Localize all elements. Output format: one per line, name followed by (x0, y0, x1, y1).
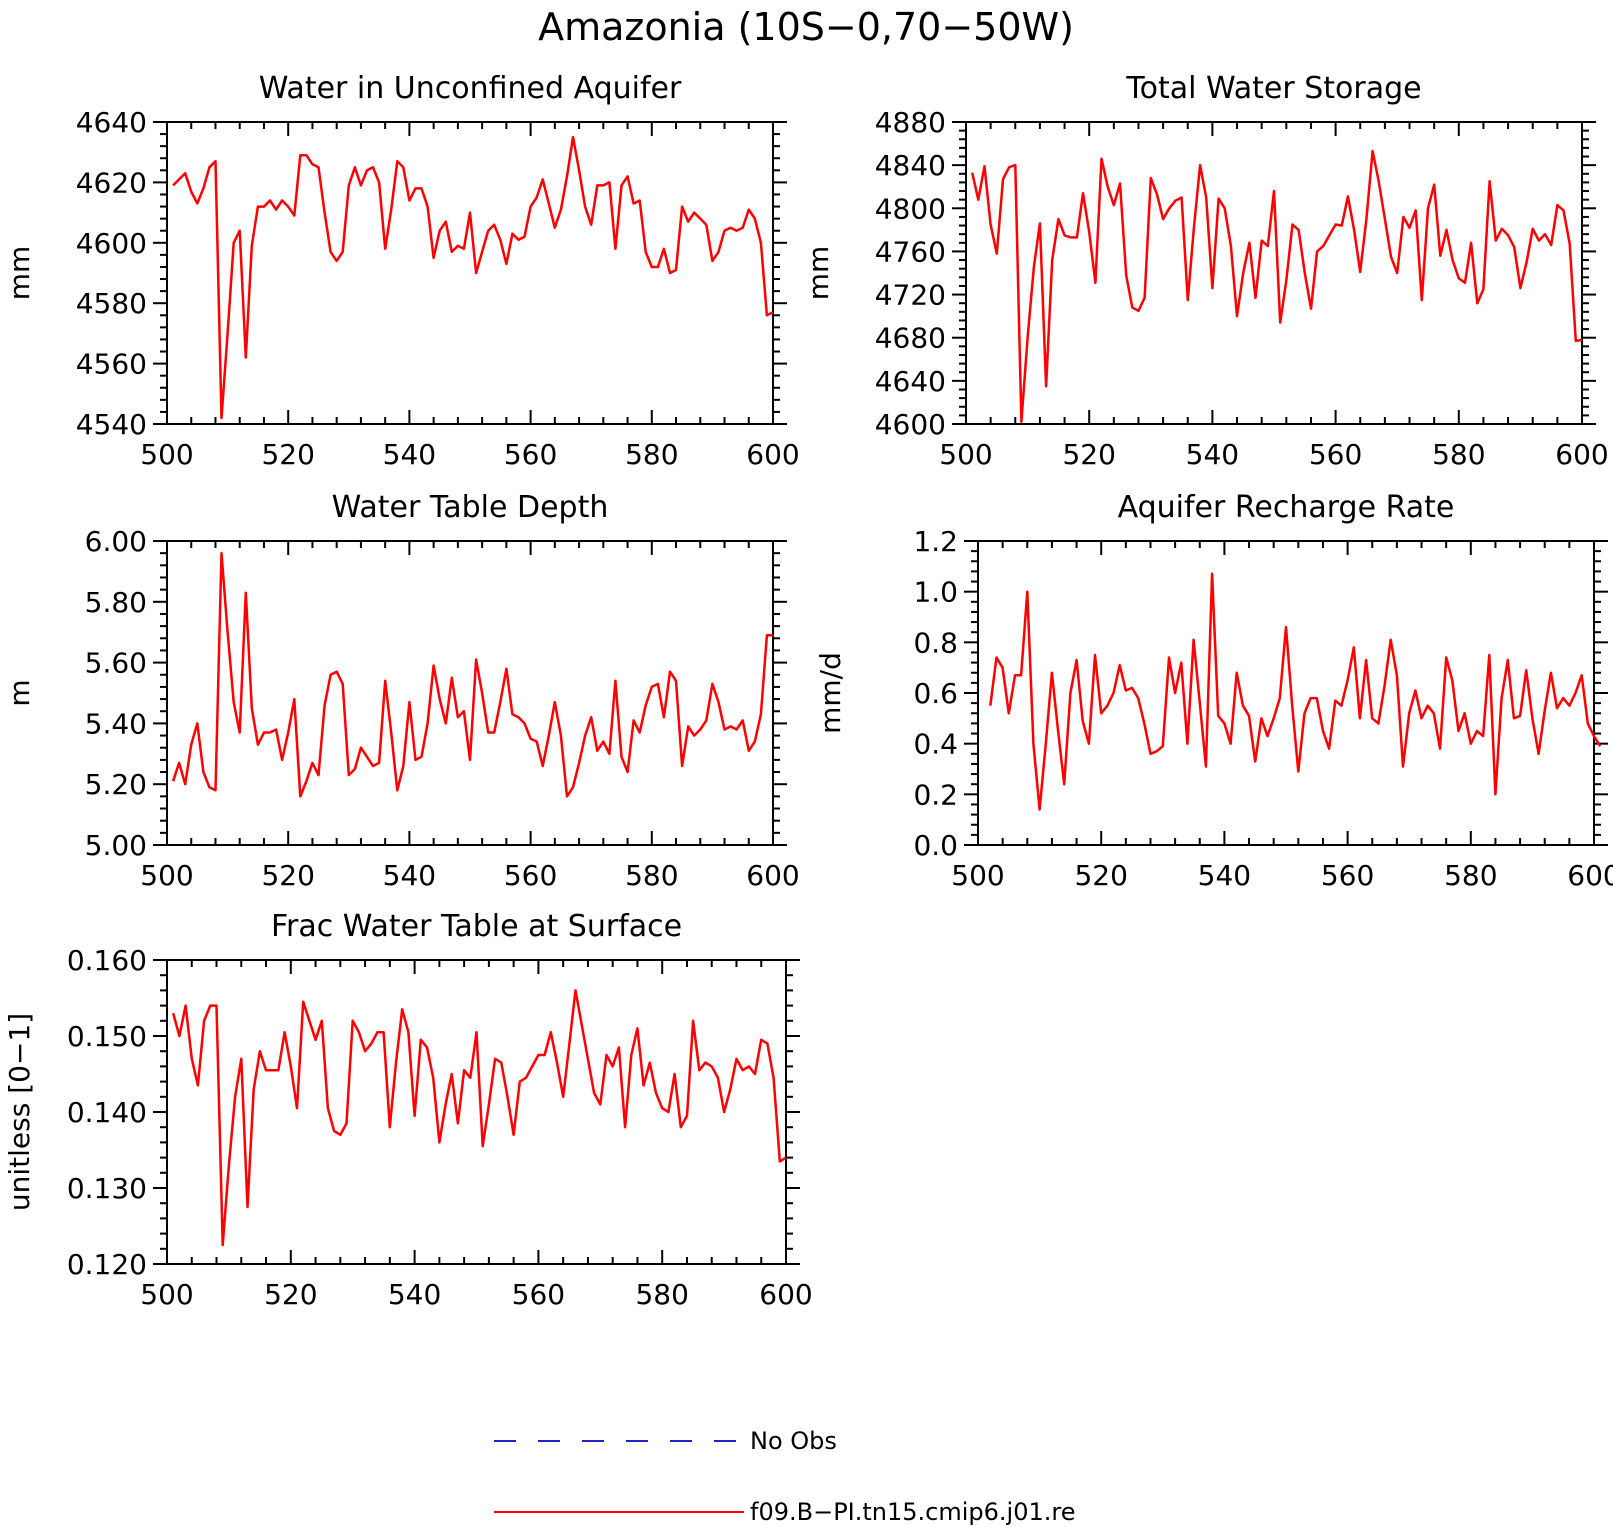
plot-frame (166, 959, 787, 1265)
y-tick-label: 4600 (875, 408, 946, 441)
y-tick-label: 4680 (875, 322, 946, 355)
plot-frame (965, 121, 1583, 425)
x-tick-label: 560 (512, 1278, 565, 1311)
y-tick-label: 0.160 (67, 944, 147, 977)
y-tick-label: 4600 (76, 227, 147, 260)
chart-title: Water Table Depth (332, 490, 609, 525)
y-tick-label: 5.00 (85, 829, 147, 862)
chart-title: Total Water Storage (1125, 71, 1421, 106)
series-line (171, 551, 773, 798)
panels: Water in Unconfined Aquifer 500 520 540 560 5… (3, 71, 1613, 1311)
x-tick-label: 580 (625, 859, 678, 892)
legend-model-label: f09.B−PI.tn15.cmip6.j01.re (750, 1498, 1075, 1526)
x-tick-label: 520 (1062, 438, 1115, 471)
x-tick-label: 520 (261, 859, 314, 892)
x-tick-label: 540 (388, 1278, 441, 1311)
chart-title: Water in Unconfined Aquifer (259, 71, 682, 106)
series-line (171, 989, 787, 1247)
x-tick-label: 540 (1198, 859, 1251, 892)
series-line (989, 572, 1602, 811)
x-tick-label: 580 (1432, 438, 1485, 471)
x-tick-label: 520 (261, 438, 314, 471)
x-tick-label: 580 (635, 1278, 688, 1311)
y-axis-label: mm (3, 246, 36, 301)
y-tick-label: 4760 (875, 235, 946, 268)
y-tick-label: 0.2 (913, 778, 958, 811)
x-tick-label: 600 (1555, 438, 1608, 471)
y-tick-label: 4620 (76, 166, 147, 199)
y-tick-label: 4840 (875, 149, 946, 182)
y-tick-label: 5.80 (85, 586, 147, 619)
x-tick-label: 600 (746, 859, 799, 892)
x-tick-label: 500 (140, 1278, 193, 1311)
chart-panel-4: Aquifer Recharge Rate 500 520 540 560 580 600 0… (814, 490, 1613, 892)
plot-frame (166, 121, 774, 425)
x-tick-label: 600 (746, 438, 799, 471)
x-tick-label: 500 (140, 438, 193, 471)
y-tick-label: 6.00 (85, 525, 147, 558)
y-tick-label: 5.60 (85, 647, 147, 680)
x-tick-label: 560 (504, 859, 557, 892)
x-tick-label: 540 (383, 859, 436, 892)
plot-frame (166, 540, 774, 846)
y-tick-label: 0.4 (913, 728, 958, 761)
chart-panel-1: Water in Unconfined Aquifer 500 520 540 560 5… (3, 71, 800, 471)
y-tick-label: 4640 (875, 365, 946, 398)
chart-title: Aquifer Recharge Rate (1118, 490, 1455, 525)
x-tick-label: 500 (939, 438, 992, 471)
x-tick-label: 540 (1186, 438, 1239, 471)
chart-title: Frac Water Table at Surface (271, 909, 682, 944)
figure-title: Amazonia (10S−0,70−50W) (538, 5, 1074, 49)
legend: No Obs f09.B−PI.tn15.cmip6.j01.re (494, 1427, 1075, 1526)
y-tick-label: 0.130 (67, 1172, 147, 1205)
chart-panel-5: Frac Water Table at Surface 500 520 540 560 5… (3, 909, 813, 1311)
y-tick-label: 4560 (76, 348, 147, 381)
y-tick-label: 5.20 (85, 768, 147, 801)
y-tick-label: 4640 (76, 106, 147, 139)
series-line (970, 149, 1583, 424)
chart-panel-2: Total Water Storage 500 520 540 560 580 600 460… (802, 71, 1609, 471)
y-tick-label: 0.0 (913, 829, 958, 862)
series-line (172, 135, 774, 420)
y-tick-label: 4540 (76, 408, 147, 441)
y-tick-label: 5.40 (85, 707, 147, 740)
x-tick-label: 500 (140, 859, 193, 892)
y-tick-label: 4580 (76, 287, 147, 320)
y-axis-label: mm/d (814, 652, 847, 734)
x-tick-label: 560 (1321, 859, 1374, 892)
y-tick-label: 4720 (875, 279, 946, 312)
x-tick-label: 560 (1309, 438, 1362, 471)
y-tick-label: 0.120 (67, 1248, 147, 1281)
x-tick-label: 540 (383, 438, 436, 471)
y-tick-label: 4800 (875, 192, 946, 225)
y-tick-label: 0.8 (913, 626, 958, 659)
y-tick-label: 0.6 (913, 677, 958, 710)
x-tick-label: 580 (625, 438, 678, 471)
x-tick-label: 520 (264, 1278, 317, 1311)
y-axis-label: mm (802, 246, 835, 301)
y-tick-label: 0.150 (67, 1020, 147, 1053)
y-tick-label: 4880 (875, 106, 946, 139)
x-tick-label: 520 (1074, 859, 1127, 892)
y-tick-label: 0.140 (67, 1096, 147, 1129)
y-tick-label: 1.2 (913, 525, 958, 558)
x-tick-label: 560 (504, 438, 557, 471)
x-tick-label: 500 (951, 859, 1004, 892)
chart-panel-3: Water Table Depth 500 520 540 560 580 600 5.00 5… (3, 490, 800, 892)
legend-obs-label: No Obs (750, 1427, 837, 1455)
x-tick-label: 600 (1567, 859, 1613, 892)
x-tick-label: 580 (1444, 859, 1497, 892)
x-tick-label: 600 (759, 1278, 812, 1311)
y-tick-label: 1.0 (913, 576, 958, 609)
y-axis-label: m (3, 679, 36, 706)
y-axis-label: unitless [0−1] (3, 1013, 36, 1211)
